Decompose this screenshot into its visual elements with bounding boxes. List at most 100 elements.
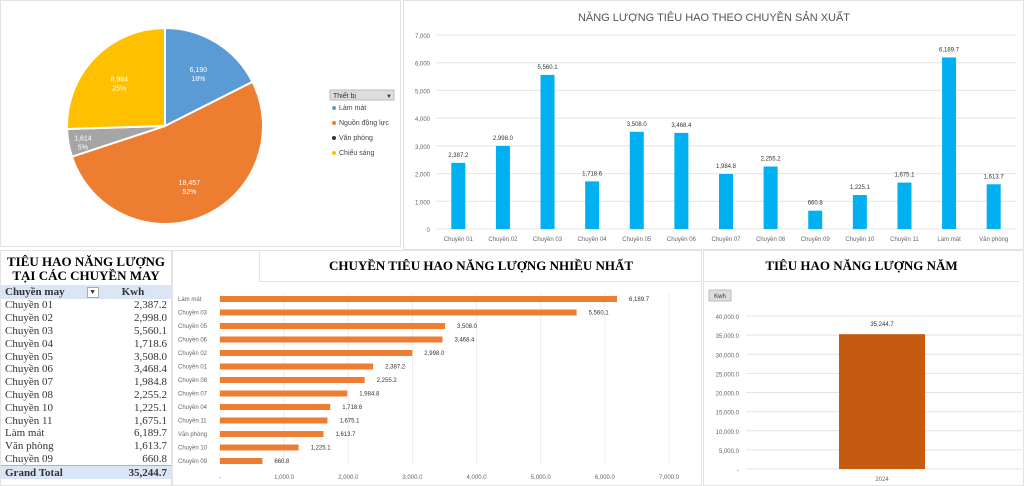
pie-slice: [70, 80, 264, 225]
data-label: 35,244.7: [870, 322, 894, 328]
pivot-table: TIÊU HAO NĂNG LƯỢNG TẠI CÁC CHUYỀN MAY C…: [0, 250, 172, 486]
column-bar: [986, 184, 1001, 229]
x-tick-label: Chuyền 02: [488, 237, 518, 243]
line-name: Chuyền 03: [5, 324, 53, 337]
data-label: 3,468.4: [671, 123, 692, 129]
legend-item: Nguồn động lực: [339, 118, 389, 127]
table-row[interactable]: Làm mát 6,189.7: [1, 427, 171, 440]
column-bar: [451, 162, 466, 229]
data-label: 660.8: [274, 459, 290, 465]
x-tick-label: -: [219, 475, 221, 481]
year-title-box: TIÊU HAO NĂNG LƯỢNG NĂM: [704, 251, 1019, 282]
y-tick-label: 15,000.0: [716, 411, 740, 417]
x-tick-label: Chuyền 11: [890, 237, 919, 243]
hbar-panel: CHUYỀN TIÊU HAO NĂNG LƯỢNG NHIỀU NHẤT - 1…: [172, 250, 702, 486]
grand-total-row: Grand Total 35,244.7: [1, 465, 171, 480]
col-header-kwh: Kwh: [117, 285, 171, 299]
data-label: 1,718.6: [582, 171, 603, 177]
table-row[interactable]: Chuyền 11 1,675.1: [1, 414, 171, 427]
y-tick-label: Chuyền 07: [178, 392, 208, 398]
column-bar: [763, 166, 778, 229]
y-tick-label: 1,000: [415, 200, 431, 206]
data-label: 3,508.0: [457, 324, 478, 330]
table-row[interactable]: Chuyền 06 3,468.4: [1, 363, 171, 376]
column-bar: [942, 57, 957, 230]
pie-value-label: 6,190: [190, 67, 208, 74]
y-tick-label: 40,000.0: [716, 315, 740, 321]
pie-pct-label: 52%: [182, 189, 196, 196]
x-tick-label: 6,000.0: [595, 475, 616, 481]
kwh-value: 3,468.4: [134, 363, 167, 376]
x-tick-label: Chuyền 08: [756, 237, 786, 243]
legend-title: Thiết bị: [333, 91, 356, 100]
x-tick-label: 4,000.0: [467, 475, 488, 481]
legend-item: Làm mát: [339, 105, 366, 112]
y-tick-label: Chuyền 08: [178, 378, 208, 384]
data-label: 3,468.4: [454, 338, 475, 344]
data-label: 2,255.2: [377, 378, 398, 384]
data-label: 1,613.7: [336, 432, 357, 438]
table-row[interactable]: Chuyền 10 1,225.1: [1, 401, 171, 414]
data-label: 6,189.7: [939, 47, 960, 53]
table-row[interactable]: Chuyền 08 2,255.2: [1, 389, 171, 402]
legend-item: Văn phòng: [339, 135, 373, 142]
table-title: TIÊU HAO NĂNG LƯỢNG TẠI CÁC CHUYỀN MAY: [6, 254, 166, 283]
year-chart: Kwh - 5,000.0 10,000.0 15,000.0 20,000.0 25,00…: [708, 289, 1022, 483]
column-bar: [808, 210, 823, 229]
y-tick-label: Chuyền 09: [178, 459, 208, 465]
data-label: 2,387.2: [385, 365, 406, 371]
y-tick-label: Chuyền 05: [178, 324, 208, 330]
table-row[interactable]: Chuyền 04 1,718.6: [1, 337, 171, 350]
legend-marker: [332, 151, 336, 155]
data-label: 2,998.0: [493, 136, 514, 142]
kwh-value: 2,998.0: [134, 312, 167, 325]
x-tick-label: Chuyền 07: [711, 237, 741, 243]
data-label: 1,225.1: [850, 185, 871, 191]
y-tick-label: Chuyền 01: [178, 365, 208, 371]
chart-title: NĂNG LƯỢNG TIÊU HAO THEO CHUYỀN SẢN XUẤT: [578, 11, 850, 24]
y-tick-label: 7,000: [415, 34, 431, 40]
table-row[interactable]: Chuyền 02 2,998.0: [1, 312, 171, 325]
y-tick-label: 6,000: [415, 62, 431, 68]
table-row[interactable]: Văn phòng 1,613.7: [1, 440, 171, 453]
kwh-value: 6,189.7: [134, 427, 167, 440]
data-label: 2,255.2: [761, 156, 782, 162]
line-name: Làm mát: [5, 427, 45, 440]
hbar: [220, 417, 328, 424]
hbar: [220, 363, 374, 370]
data-label: 1,225.1: [311, 446, 332, 452]
table-row[interactable]: Chuyền 01 2,387.2: [1, 299, 171, 312]
legend-marker: [332, 106, 336, 110]
table-row[interactable]: Chuyền 07 1,984.8: [1, 376, 171, 389]
x-tick-label: 1,000.0: [274, 475, 295, 481]
y-tick-label: 3,000: [415, 145, 431, 151]
table-row[interactable]: Chuyền 03 5,560.1: [1, 325, 171, 338]
line-name: Chuyền 04: [5, 337, 53, 350]
column-bar: [540, 74, 555, 230]
x-tick-label: Chuyền 05: [622, 237, 652, 243]
hbar: [220, 336, 443, 343]
kwh-value: 5,560.1: [134, 324, 167, 337]
year-panel: TIÊU HAO NĂNG LƯỢNG NĂM Kwh - 5,000.0 10,00…: [703, 250, 1024, 486]
table-row[interactable]: Chuyền 05 3,508.0: [1, 350, 171, 363]
kwh-value: 1,718.6: [134, 337, 167, 350]
y-tick-label: Chuyền 06: [178, 338, 208, 344]
pie-pct-label: 25%: [112, 86, 126, 93]
table-row[interactable]: Chuyền 09 660.8: [1, 453, 171, 466]
kwh-value: 2,387.2: [134, 299, 167, 312]
data-label: 6,189.7: [629, 297, 650, 303]
legend-dropdown-icon: ▼: [386, 94, 392, 100]
line-name: Chuyền 02: [5, 312, 53, 325]
kwh-value: 660.8: [142, 452, 167, 465]
data-label: 1,613.7: [984, 174, 1005, 180]
year-bar: [839, 334, 925, 469]
filter-dropdown-icon[interactable]: ▼: [86, 286, 99, 298]
hbar-title-box: CHUYỀN TIÊU HAO NĂNG LƯỢNG NHIỀU NHẤT: [259, 251, 702, 282]
line-name: Chuyền 11: [5, 414, 53, 427]
pie-chart: 6,190 18% 18,457 52% 1,614 5% 8,984 25% Thiết bị…: [66, 26, 395, 225]
line-name: Chuyền 06: [5, 363, 53, 376]
legend-filter-button: [329, 89, 395, 101]
x-tick-label: Chuyền 10: [845, 237, 875, 243]
x-tick-label: 3,000.0: [402, 475, 423, 481]
column-bar: [629, 131, 644, 229]
